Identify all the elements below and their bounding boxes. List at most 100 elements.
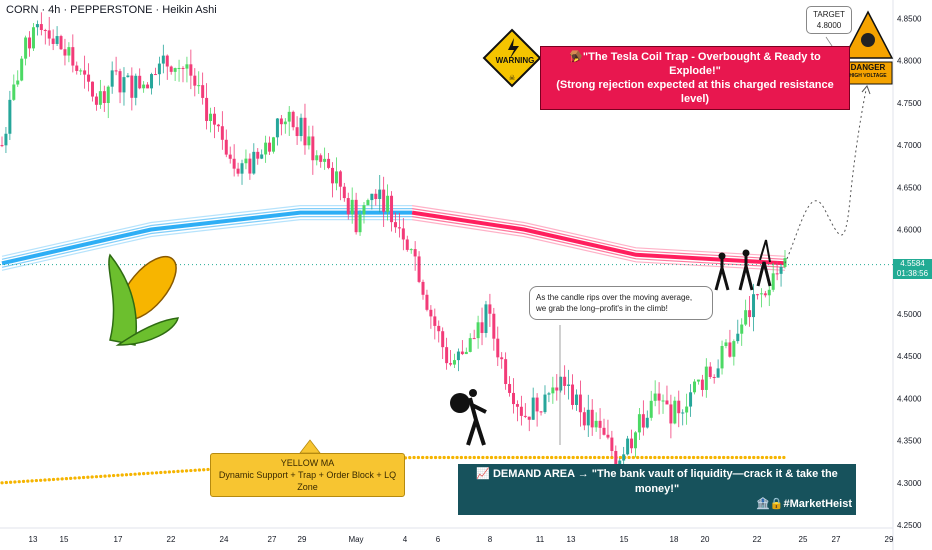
candle-body [134, 75, 138, 98]
candle-body [102, 91, 106, 104]
candle-body [421, 281, 425, 295]
candle-body [51, 38, 55, 44]
robber-head-icon [718, 252, 726, 260]
candle-body [539, 411, 543, 413]
candle-body [574, 394, 578, 405]
candle-body [413, 249, 417, 257]
candle-body [362, 205, 366, 215]
candle-body [346, 198, 350, 215]
candle-body [90, 81, 94, 97]
yellow-ma-callout: YELLOW MA Dynamic Support + Trap + Order… [210, 453, 405, 497]
price-tick-label: 4.2500 [897, 521, 922, 530]
candle-body [716, 368, 720, 378]
candle-body [531, 397, 535, 420]
candle-body [567, 384, 571, 386]
date-tick-label: 24 [220, 535, 229, 544]
projection-path [784, 89, 867, 264]
candle-body [161, 55, 165, 64]
candle-body [122, 77, 126, 93]
candle-body [515, 404, 519, 407]
candle-body [563, 376, 567, 386]
candle-body [342, 186, 346, 199]
candle-body [295, 127, 299, 137]
candle-body [677, 400, 681, 414]
candle-body [315, 155, 319, 161]
candle-body [67, 47, 71, 56]
candle-body [425, 294, 429, 310]
candle-body [177, 67, 181, 69]
price-tick-label: 4.7500 [897, 99, 922, 108]
candle-body [299, 117, 303, 137]
candle-body [150, 74, 154, 89]
candle-body [779, 266, 783, 274]
candle-body [59, 36, 63, 50]
candle-body [350, 199, 354, 215]
thief-body-icon [466, 397, 487, 446]
thief-head-icon [469, 389, 477, 397]
robbers-icon [714, 255, 772, 291]
corn-leaf-right [115, 317, 179, 346]
date-tick-label: 8 [488, 535, 493, 544]
candle-body [610, 437, 614, 451]
candle-body [492, 313, 496, 339]
candle-body [209, 113, 213, 122]
demand-line1: 📈 DEMAND AREA → "The bank vault of liqui… [476, 468, 838, 495]
candle-body [181, 67, 185, 69]
candle-body [598, 420, 602, 428]
candle-body [87, 74, 91, 82]
candle-body [700, 379, 704, 390]
candle-body [126, 75, 130, 78]
candle-body [405, 239, 409, 250]
lightning-icon [508, 38, 519, 60]
candle-body [393, 222, 397, 228]
date-tick-label: 20 [701, 535, 710, 544]
candle-body [551, 387, 555, 394]
date-tick-label: 6 [436, 535, 441, 544]
candle-note-line2: we grab the long–profit's in the climb! [536, 304, 668, 313]
pink-ma-line [412, 208, 786, 260]
candle-body [669, 404, 673, 424]
candle-body [71, 47, 75, 66]
candle-note-line1: As the candle rips over the moving avera… [536, 293, 693, 302]
date-tick-label: 27 [832, 535, 841, 544]
date-tick-label: 29 [885, 535, 894, 544]
candle-body [472, 338, 476, 340]
candle-body [216, 124, 220, 127]
candle-body [578, 394, 582, 413]
candle-body [189, 64, 193, 76]
candle-body [637, 414, 641, 433]
skull-icon: ☠ [509, 74, 515, 82]
candle-body [673, 400, 677, 424]
candle-body [626, 438, 630, 455]
pink-ma-line [412, 219, 786, 271]
candle-body [681, 412, 685, 414]
candle-body [504, 359, 508, 385]
candle-body [268, 142, 272, 152]
date-tick-label: May [348, 535, 363, 544]
candle-body [271, 137, 275, 152]
date-tick-label: 22 [753, 535, 762, 544]
candle-body [228, 154, 232, 159]
candle-body [256, 151, 260, 159]
candle-body [283, 121, 287, 125]
candle-body [590, 409, 594, 428]
robber-head-icon [742, 249, 750, 257]
target-line2: 4.8000 [816, 21, 842, 30]
candle-body [740, 324, 744, 334]
candle-body [20, 58, 24, 81]
candle-body [618, 460, 622, 465]
candle-body [323, 158, 327, 162]
candle-body [543, 394, 547, 413]
candle-body [401, 228, 405, 240]
candle-body [456, 351, 460, 361]
candle-body [130, 75, 134, 98]
candle-body [649, 400, 653, 418]
candle-body [409, 249, 413, 251]
price-tick-label: 4.6000 [897, 226, 922, 235]
candle-body [464, 351, 468, 355]
candle-body [114, 70, 118, 72]
candle-body [559, 376, 563, 391]
candle-body [303, 117, 307, 146]
candle-body [736, 333, 740, 342]
